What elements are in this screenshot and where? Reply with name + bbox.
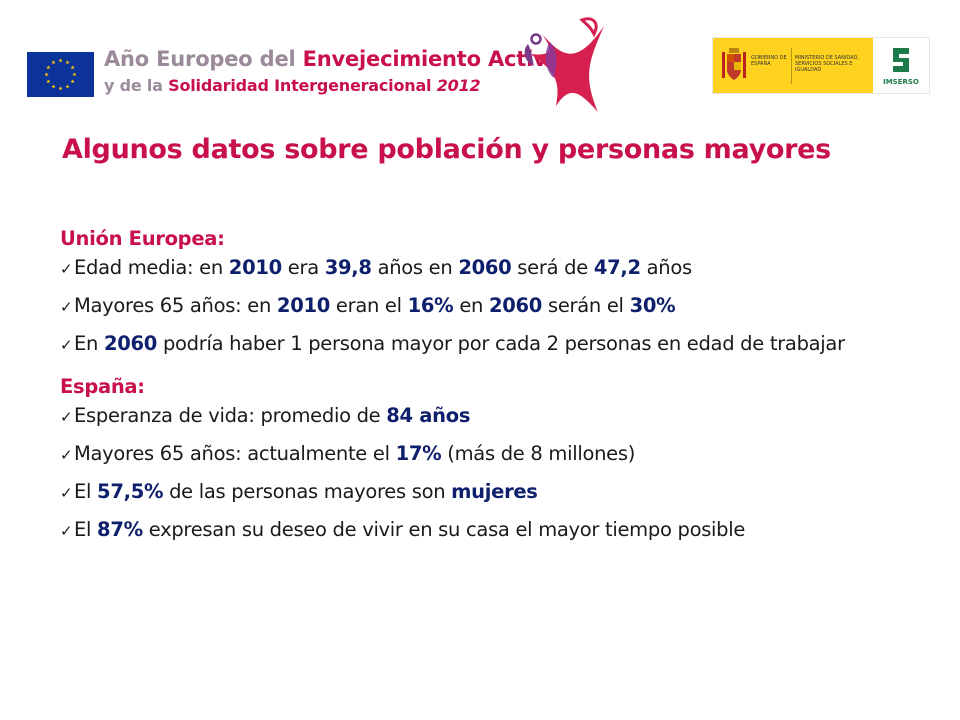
- bullet-text: de las personas mayores son: [163, 480, 452, 503]
- star-icon: [46, 79, 51, 84]
- year-title-line2: y de la Solidaridad Intergeneracional 20…: [104, 76, 481, 95]
- checkmark-icon: ✓: [60, 336, 73, 354]
- bullet-text: El: [74, 480, 98, 503]
- bullet-text: El: [74, 518, 98, 541]
- content: Unión Europea: ✓Edad media: en 2010 era 3…: [60, 222, 900, 556]
- star-icon: [72, 72, 77, 77]
- checkmark-icon: ✓: [60, 446, 73, 464]
- bullet-text: serán el: [542, 294, 630, 317]
- page-title: Algunos datos sobre población y personas…: [62, 134, 831, 165]
- bullet-text: Edad media: en: [74, 256, 229, 279]
- bullet-text: años: [640, 256, 693, 279]
- star-icon: [70, 79, 75, 84]
- bullet-value: 2010: [276, 294, 330, 317]
- bullet-value: 2060: [103, 332, 158, 355]
- government-logo: GOBIERNO DE ESPAÑA MINISTERIO DE SANIDAD…: [712, 37, 930, 94]
- bullet-value: 2010: [228, 256, 282, 279]
- divider: [791, 48, 792, 84]
- star-icon: [58, 86, 63, 91]
- imserso-logo-icon: [893, 48, 909, 72]
- bullet-item: ✓Edad media: en 2010 era 39,8 años en 20…: [60, 256, 900, 281]
- bullet-text: en: [453, 294, 489, 317]
- bullet-item: ✓Mayores 65 años: actualmente el 17% (má…: [60, 442, 900, 467]
- year-title-part: Año Europeo del: [104, 47, 303, 71]
- section-heading: Unión Europea:: [60, 227, 225, 250]
- bullet-item: ✓En 2060 podría haber 1 persona mayor po…: [60, 332, 900, 357]
- gobierno-text: GOBIERNO DE ESPAÑA: [751, 55, 787, 67]
- bullet-text: años en: [371, 256, 459, 279]
- year-title-line1: Año Europeo del Envejecimiento Activo: [104, 47, 561, 71]
- checkmark-icon: ✓: [60, 484, 73, 502]
- section-heading: España:: [60, 375, 145, 398]
- checkmark-icon: ✓: [60, 260, 73, 278]
- star-icon: [70, 65, 75, 70]
- year-title-year: 2012: [436, 76, 481, 95]
- bullet-text: será de: [511, 256, 594, 279]
- bullet-value: 16%: [407, 294, 454, 317]
- bullet-text: expresan su deseo de vivir en su casa el…: [142, 518, 746, 541]
- bullet-value: 2060: [458, 256, 512, 279]
- bullet-value: 17%: [395, 442, 442, 465]
- checkmark-icon: ✓: [60, 522, 73, 540]
- coat-of-arms-icon: [722, 48, 746, 80]
- bullet-text: era: [281, 256, 325, 279]
- star-icon: [46, 65, 51, 70]
- bullet-text: Mayores 65 años: actualmente el: [74, 442, 396, 465]
- ministerio-text: MINISTERIO DE SANIDAD, SERVICIOS SOCIALE…: [795, 55, 859, 73]
- star-icon: [51, 60, 56, 65]
- bullet-item: ✓El 87% expresan su deseo de vivir en su…: [60, 518, 900, 543]
- eu-flag-icon: [27, 52, 94, 97]
- bullet-item: ✓Esperanza de vida: promedio de 84 años: [60, 404, 900, 429]
- imserso-panel: IMSERSO: [873, 38, 929, 93]
- bullet-text: eran el: [330, 294, 408, 317]
- star-icon: [44, 72, 49, 77]
- star-icon: [58, 58, 63, 63]
- bullet-text: (más de 8 millones): [441, 442, 635, 465]
- bullet-item: ✓Mayores 65 años: en 2010 eran el 16% en…: [60, 294, 900, 319]
- bullet-text: podría haber 1 persona mayor por cada 2 …: [157, 332, 845, 355]
- star-icon: [65, 84, 70, 89]
- bullet-value: mujeres: [451, 480, 538, 503]
- year-title-emphasis: Envejecimiento Activo: [302, 47, 561, 71]
- bullet-text: Esperanza de vida: promedio de: [74, 404, 387, 427]
- bullet-value: 57,5%: [97, 480, 164, 503]
- star-icon: [65, 60, 70, 65]
- checkmark-icon: ✓: [60, 408, 73, 426]
- imserso-text: IMSERSO: [883, 78, 919, 86]
- bullet-value: 84 años: [386, 404, 471, 427]
- gobierno-panel: GOBIERNO DE ESPAÑA MINISTERIO DE SANIDAD…: [713, 38, 873, 93]
- bullet-value: 30%: [629, 294, 676, 317]
- bullet-value: 87%: [97, 518, 143, 541]
- header: Año Europeo del Envejecimiento Activo y …: [0, 0, 960, 125]
- bullet-value: 47,2: [593, 256, 641, 279]
- bullet-text: Mayores 65 años: en: [74, 294, 277, 317]
- active-ageing-figure-logo-icon: [524, 17, 604, 112]
- year-title-part: y de la: [104, 76, 169, 95]
- bullet-text: En: [74, 332, 104, 355]
- star-icon: [51, 84, 56, 89]
- bullet-value: 2060: [488, 294, 543, 317]
- bullet-value: 39,8: [324, 256, 372, 279]
- checkmark-icon: ✓: [60, 298, 73, 316]
- year-title-emphasis: Solidaridad Intergeneracional: [168, 76, 437, 95]
- bullet-item: ✓El 57,5% de las personas mayores son mu…: [60, 480, 900, 505]
